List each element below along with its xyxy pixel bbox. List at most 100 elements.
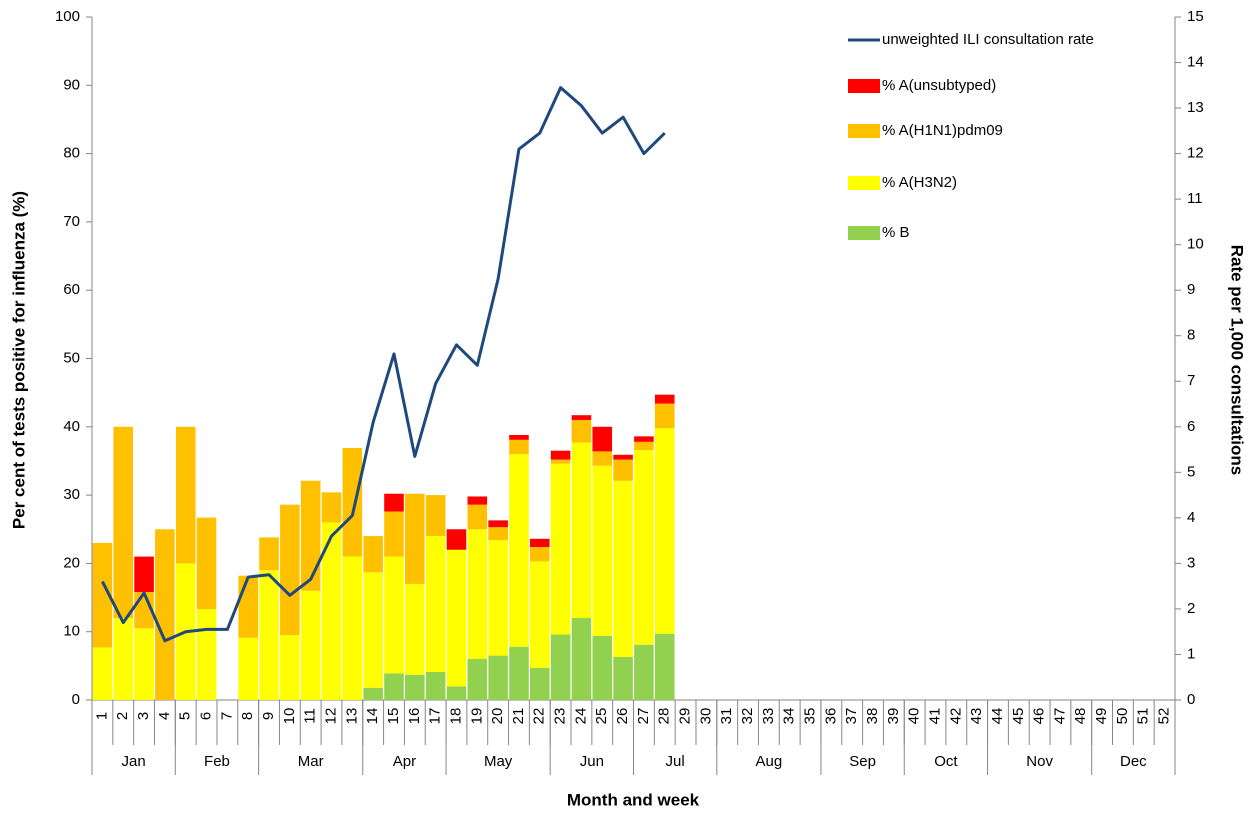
month-label: Mar <box>298 753 324 770</box>
x-tick-label: 44 <box>989 708 1006 725</box>
bar <box>654 633 675 700</box>
bar <box>363 536 383 573</box>
bar <box>300 590 321 700</box>
x-tick-label: 12 <box>322 708 339 725</box>
line <box>101 86 666 643</box>
x-tick-label: 34 <box>781 708 798 725</box>
x-tick-label: 3 <box>135 712 152 720</box>
y-tick-label: 90 <box>63 76 80 93</box>
y-tick-label: 40 <box>63 418 80 435</box>
bar <box>259 570 279 700</box>
y-tick-label: 70 <box>63 213 80 230</box>
bar <box>571 415 592 420</box>
bar <box>300 480 321 591</box>
bar <box>509 434 529 440</box>
x-tick-label: 47 <box>1051 708 1068 725</box>
y2-tick-label: 10 <box>1187 236 1204 253</box>
month-label: Dec <box>1120 753 1147 770</box>
bar <box>425 671 446 700</box>
x-tick-label: 27 <box>635 708 652 725</box>
bar <box>592 451 613 466</box>
bar <box>446 686 467 700</box>
bar <box>592 635 613 700</box>
bar <box>529 538 550 548</box>
bar <box>92 542 113 648</box>
legend-swatch <box>848 124 880 138</box>
bar <box>259 537 279 571</box>
x-tick-label: 38 <box>864 708 881 725</box>
bar <box>550 634 571 700</box>
x-tick-label: 21 <box>510 708 527 725</box>
y-tick-label: 80 <box>63 145 80 162</box>
x-tick-label: 19 <box>468 708 485 725</box>
bar <box>384 493 404 512</box>
legend-label: % A(H1N1)pdm09 <box>882 122 1003 139</box>
x-tick-label: 46 <box>1031 708 1048 725</box>
y2-tick-label: 11 <box>1187 190 1203 207</box>
y2-tick-label: 1 <box>1187 645 1195 662</box>
x-tick-label: 18 <box>447 708 464 725</box>
bar <box>280 635 300 700</box>
bar <box>134 628 154 700</box>
y-tick-label: 10 <box>63 623 80 640</box>
y-tick-label: 100 <box>55 8 80 25</box>
bar <box>280 504 300 636</box>
bar <box>488 527 508 541</box>
y-tick-label: 0 <box>72 691 80 708</box>
y2-tick-label: 13 <box>1187 99 1204 116</box>
bar <box>446 529 467 550</box>
bar <box>592 465 613 636</box>
x-tick-label: 10 <box>281 708 298 725</box>
bar <box>92 647 113 700</box>
x-tick-label: 43 <box>968 708 985 725</box>
x-tick-label: 42 <box>947 708 964 725</box>
bar <box>384 556 404 674</box>
bar <box>467 659 488 700</box>
x-tick-label: 25 <box>593 708 610 725</box>
bar <box>613 454 633 460</box>
bar <box>155 529 175 700</box>
x-axis-title: Month and week <box>567 790 700 809</box>
bar <box>634 441 654 451</box>
x-tick-label: 20 <box>489 708 506 725</box>
bar <box>363 687 383 700</box>
x-tick-label: 14 <box>364 708 381 725</box>
bar <box>654 428 675 634</box>
x-tick-label: 39 <box>885 708 902 725</box>
y2-tick-label: 6 <box>1187 418 1195 435</box>
x-tick-label: 5 <box>177 712 194 720</box>
bar <box>613 459 633 481</box>
x-tick-label: 24 <box>572 708 589 725</box>
bar <box>467 529 488 660</box>
bar <box>321 522 342 700</box>
y-tick-label: 50 <box>63 349 80 366</box>
y2-tick-label: 9 <box>1187 281 1195 298</box>
bar <box>634 644 654 700</box>
bar <box>134 556 154 593</box>
legend-swatch <box>848 176 880 190</box>
y2-tick-label: 2 <box>1187 600 1195 617</box>
bar <box>613 656 633 700</box>
x-tick-label: 30 <box>697 708 714 725</box>
bar <box>571 419 592 443</box>
x-tick-label: 7 <box>218 712 235 720</box>
y2-tick-label: 12 <box>1187 145 1204 162</box>
bar <box>342 556 363 700</box>
bar <box>363 572 383 688</box>
x-tick-label: 11 <box>302 708 319 724</box>
x-tick-label: 49 <box>1093 708 1110 725</box>
month-label: Aug <box>756 753 783 770</box>
bar <box>509 439 529 455</box>
bar <box>634 450 654 645</box>
legend-label: % B <box>882 224 910 241</box>
x-tick-label: 48 <box>1072 708 1089 725</box>
bar <box>654 403 675 429</box>
y2-tick-label: 8 <box>1187 327 1195 344</box>
x-tick-label: 8 <box>239 712 256 720</box>
y-tick-label: 30 <box>63 486 80 503</box>
bar <box>405 583 425 675</box>
x-tick-label: 40 <box>906 708 923 725</box>
bar <box>384 673 404 700</box>
month-label: Feb <box>204 753 230 770</box>
